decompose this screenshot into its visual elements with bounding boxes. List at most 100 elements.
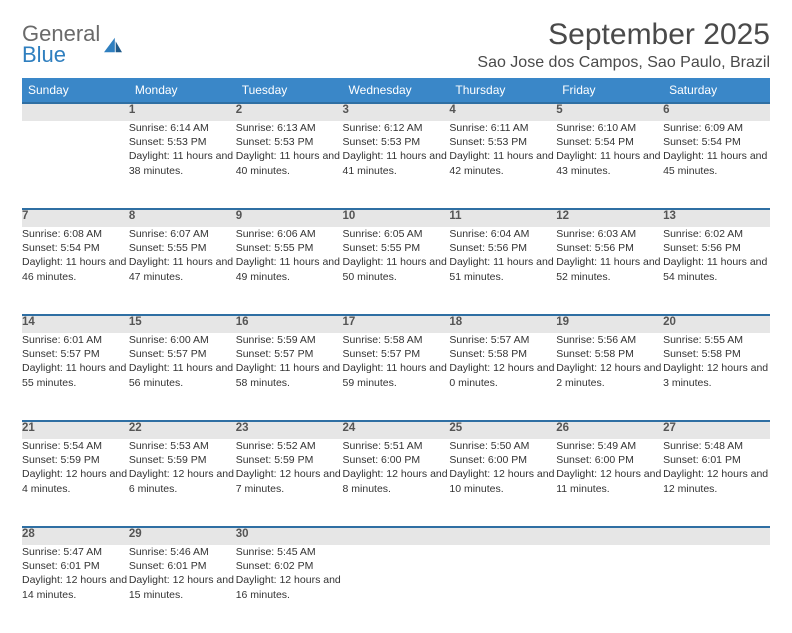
day-cell: Sunrise: 6:05 AMSunset: 5:55 PMDaylight:… (343, 227, 450, 315)
daynum-row: 78910111213 (22, 209, 770, 227)
sunset-text: Sunset: 5:53 PM (236, 135, 343, 149)
sunset-text: Sunset: 5:58 PM (663, 347, 770, 361)
day-cell: Sunrise: 5:53 AMSunset: 5:59 PMDaylight:… (129, 439, 236, 527)
sunrise-text: Sunrise: 6:00 AM (129, 333, 236, 347)
daylight-text: Daylight: 12 hours and 10 minutes. (449, 467, 556, 495)
day-cell: Sunrise: 5:57 AMSunset: 5:58 PMDaylight:… (449, 333, 556, 421)
sunrise-text: Sunrise: 6:04 AM (449, 227, 556, 241)
day-number: 17 (343, 315, 450, 333)
day-cell: Sunrise: 5:51 AMSunset: 6:00 PMDaylight:… (343, 439, 450, 527)
day-cell: Sunrise: 5:59 AMSunset: 5:57 PMDaylight:… (236, 333, 343, 421)
day-number: 27 (663, 421, 770, 439)
weekday-header: Friday (556, 78, 663, 103)
day-number: 15 (129, 315, 236, 333)
calendar-body: 123456Sunrise: 6:14 AMSunset: 5:53 PMDay… (22, 103, 770, 633)
daylight-text: Daylight: 12 hours and 14 minutes. (22, 573, 129, 601)
sunrise-text: Sunrise: 6:14 AM (129, 121, 236, 135)
content-row: Sunrise: 6:14 AMSunset: 5:53 PMDaylight:… (22, 121, 770, 209)
daylight-text: Daylight: 11 hours and 43 minutes. (556, 149, 663, 177)
daylight-text: Daylight: 12 hours and 15 minutes. (129, 573, 236, 601)
day-cell: Sunrise: 5:46 AMSunset: 6:01 PMDaylight:… (129, 545, 236, 633)
sunrise-text: Sunrise: 6:08 AM (22, 227, 129, 241)
day-number: 2 (236, 103, 343, 121)
weekday-header: Thursday (449, 78, 556, 103)
sunset-text: Sunset: 5:55 PM (236, 241, 343, 255)
sunset-text: Sunset: 5:57 PM (22, 347, 129, 361)
sunrise-text: Sunrise: 6:01 AM (22, 333, 129, 347)
daylight-text: Daylight: 12 hours and 16 minutes. (236, 573, 343, 601)
sunrise-text: Sunrise: 5:54 AM (22, 439, 129, 453)
daynum-row: 282930 (22, 527, 770, 545)
sunset-text: Sunset: 5:55 PM (129, 241, 236, 255)
day-cell: Sunrise: 5:55 AMSunset: 5:58 PMDaylight:… (663, 333, 770, 421)
location: Sao Jose dos Campos, Sao Paulo, Brazil (477, 54, 770, 72)
sunrise-text: Sunrise: 5:59 AM (236, 333, 343, 347)
daylight-text: Daylight: 12 hours and 8 minutes. (343, 467, 450, 495)
sunset-text: Sunset: 5:57 PM (236, 347, 343, 361)
daylight-text: Daylight: 11 hours and 46 minutes. (22, 255, 129, 283)
daylight-text: Daylight: 11 hours and 52 minutes. (556, 255, 663, 283)
weekday-header: Sunday (22, 78, 129, 103)
logo-line2: Blue (22, 42, 66, 67)
day-number: 5 (556, 103, 663, 121)
daylight-text: Daylight: 12 hours and 4 minutes. (22, 467, 129, 495)
day-cell: Sunrise: 6:03 AMSunset: 5:56 PMDaylight:… (556, 227, 663, 315)
day-number: 20 (663, 315, 770, 333)
daylight-text: Daylight: 12 hours and 7 minutes. (236, 467, 343, 495)
empty-day-number (22, 103, 129, 121)
daylight-text: Daylight: 11 hours and 40 minutes. (236, 149, 343, 177)
daylight-text: Daylight: 11 hours and 47 minutes. (129, 255, 236, 283)
sunset-text: Sunset: 6:00 PM (449, 453, 556, 467)
daylight-text: Daylight: 11 hours and 38 minutes. (129, 149, 236, 177)
daylight-text: Daylight: 12 hours and 2 minutes. (556, 361, 663, 389)
day-number: 4 (449, 103, 556, 121)
sunset-text: Sunset: 5:54 PM (22, 241, 129, 255)
sunrise-text: Sunrise: 6:09 AM (663, 121, 770, 135)
empty-day-cell (343, 545, 450, 633)
sunset-text: Sunset: 6:00 PM (343, 453, 450, 467)
sunrise-text: Sunrise: 5:57 AM (449, 333, 556, 347)
sunrise-text: Sunrise: 6:10 AM (556, 121, 663, 135)
daylight-text: Daylight: 11 hours and 50 minutes. (343, 255, 450, 283)
day-cell: Sunrise: 6:02 AMSunset: 5:56 PMDaylight:… (663, 227, 770, 315)
day-cell: Sunrise: 6:00 AMSunset: 5:57 PMDaylight:… (129, 333, 236, 421)
sunset-text: Sunset: 5:59 PM (236, 453, 343, 467)
daynum-row: 123456 (22, 103, 770, 121)
day-cell: Sunrise: 5:47 AMSunset: 6:01 PMDaylight:… (22, 545, 129, 633)
weekday-header: Wednesday (343, 78, 450, 103)
weekday-header-row: SundayMondayTuesdayWednesdayThursdayFrid… (22, 78, 770, 103)
day-number: 12 (556, 209, 663, 227)
empty-day-number (663, 527, 770, 545)
day-number: 9 (236, 209, 343, 227)
sunset-text: Sunset: 5:56 PM (663, 241, 770, 255)
sunset-text: Sunset: 5:53 PM (449, 135, 556, 149)
sunrise-text: Sunrise: 5:55 AM (663, 333, 770, 347)
day-number: 28 (22, 527, 129, 545)
sunrise-text: Sunrise: 5:50 AM (449, 439, 556, 453)
weekday-header: Tuesday (236, 78, 343, 103)
sunset-text: Sunset: 5:58 PM (449, 347, 556, 361)
daylight-text: Daylight: 12 hours and 3 minutes. (663, 361, 770, 389)
day-number: 26 (556, 421, 663, 439)
sunrise-text: Sunrise: 5:47 AM (22, 545, 129, 559)
day-cell: Sunrise: 6:08 AMSunset: 5:54 PMDaylight:… (22, 227, 129, 315)
sunset-text: Sunset: 6:02 PM (236, 559, 343, 573)
empty-day-cell (663, 545, 770, 633)
day-number: 7 (22, 209, 129, 227)
day-cell: Sunrise: 6:01 AMSunset: 5:57 PMDaylight:… (22, 333, 129, 421)
sunset-text: Sunset: 5:54 PM (556, 135, 663, 149)
day-number: 21 (22, 421, 129, 439)
content-row: Sunrise: 5:47 AMSunset: 6:01 PMDaylight:… (22, 545, 770, 633)
daylight-text: Daylight: 12 hours and 12 minutes. (663, 467, 770, 495)
day-cell: Sunrise: 6:13 AMSunset: 5:53 PMDaylight:… (236, 121, 343, 209)
daylight-text: Daylight: 11 hours and 58 minutes. (236, 361, 343, 389)
sunset-text: Sunset: 6:01 PM (129, 559, 236, 573)
day-cell: Sunrise: 5:58 AMSunset: 5:57 PMDaylight:… (343, 333, 450, 421)
sunset-text: Sunset: 5:56 PM (449, 241, 556, 255)
month-title: September 2025 (477, 18, 770, 52)
day-cell: Sunrise: 6:11 AMSunset: 5:53 PMDaylight:… (449, 121, 556, 209)
sunset-text: Sunset: 5:54 PM (663, 135, 770, 149)
sunrise-text: Sunrise: 5:49 AM (556, 439, 663, 453)
day-number: 13 (663, 209, 770, 227)
day-cell: Sunrise: 5:56 AMSunset: 5:58 PMDaylight:… (556, 333, 663, 421)
